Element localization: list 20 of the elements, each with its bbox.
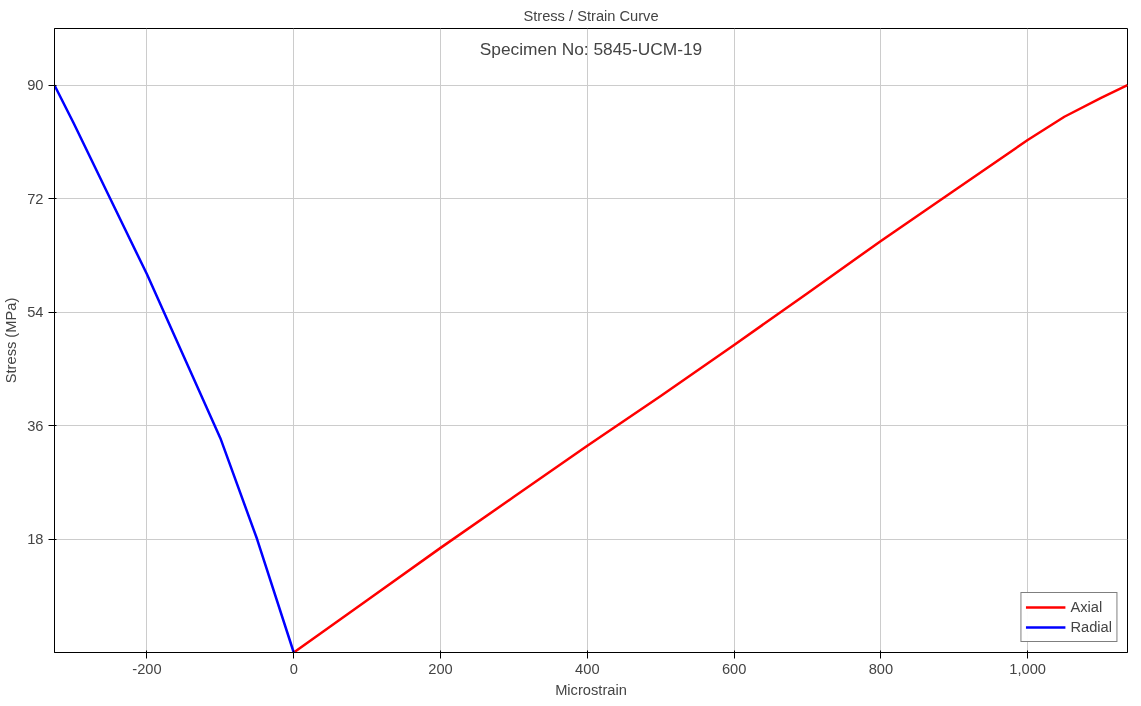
y-tick-label: 90	[27, 77, 44, 94]
y-tick-label: 54	[27, 304, 44, 321]
x-tick-label: 0	[289, 660, 298, 677]
legend-label: Axial	[1070, 599, 1103, 615]
y-tick-label: 36	[27, 417, 44, 434]
x-axis-title: Microstrain	[555, 681, 627, 698]
y-tick-label: 18	[27, 531, 44, 548]
annotation: Specimen No: 5845-UCM-19	[479, 38, 703, 59]
y-tick-label: 72	[27, 190, 44, 207]
x-tick-label: -200	[132, 660, 162, 677]
line-series	[54, 83, 296, 653]
y-axis-title: Stress (MPa)	[3, 297, 20, 384]
x-tick-label: 400	[575, 660, 600, 677]
chart-title: Stress / Strain Curve	[523, 7, 659, 24]
x-tick-label: 600	[721, 660, 747, 677]
x-tick-label: 200	[428, 660, 453, 677]
legend-label: Radial	[1070, 619, 1112, 635]
x-tick-label: 1,000	[1009, 660, 1047, 677]
x-tick-label: 800	[868, 660, 894, 677]
line-series	[292, 83, 1128, 653]
